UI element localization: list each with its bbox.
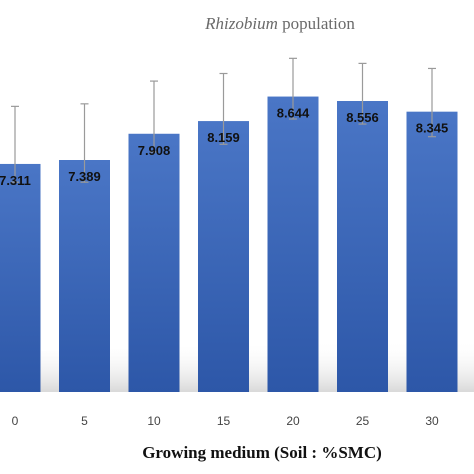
value-label-30: 8.345 [416, 121, 449, 136]
value-label-0: 7.311 [0, 173, 31, 188]
chart-title: Rhizobium population [204, 14, 355, 33]
value-label-5: 7.389 [68, 169, 101, 184]
error-bar-25 [358, 62, 367, 125]
value-label-20: 8.644 [277, 106, 310, 121]
x-tick-10: 10 [147, 414, 161, 428]
error-bar-5 [80, 103, 89, 183]
error-bar-0 [11, 105, 19, 183]
bar-15 [198, 121, 249, 392]
bar-20 [267, 96, 319, 392]
x-tick-20: 20 [286, 414, 300, 428]
value-labels-layer: 7.311 7.389 7.908 8.159 8.644 8.556 8.345 [0, 106, 448, 188]
value-label-15: 8.159 [207, 130, 240, 145]
bar-5 [59, 160, 110, 392]
x-tick-0: 0 [12, 414, 19, 428]
bar-0 [0, 163, 41, 392]
x-axis-label: Growing medium (Soil : %SMC) [142, 443, 382, 462]
value-label-10: 7.908 [138, 143, 171, 158]
x-tick-25: 25 [356, 414, 370, 428]
value-label-25: 8.556 [346, 110, 379, 125]
chart-title-rest: population [278, 14, 355, 33]
x-tick-15: 15 [217, 414, 231, 428]
x-tick-30: 30 [425, 414, 439, 428]
bars-layer [0, 96, 458, 393]
x-tick-5: 5 [81, 414, 88, 428]
bar-30 [406, 111, 458, 393]
error-bar-15 [219, 72, 228, 145]
error-bar-20 [289, 57, 297, 120]
chart-title-italic: Rhizobium [204, 14, 278, 33]
error-bars-layer [11, 57, 436, 183]
bar-25 [337, 101, 388, 392]
error-bar-30 [428, 67, 436, 138]
error-bar-10 [150, 80, 158, 153]
bar-10 [128, 133, 180, 393]
x-tick-labels: 0 5 10 15 20 25 30 [12, 414, 439, 428]
